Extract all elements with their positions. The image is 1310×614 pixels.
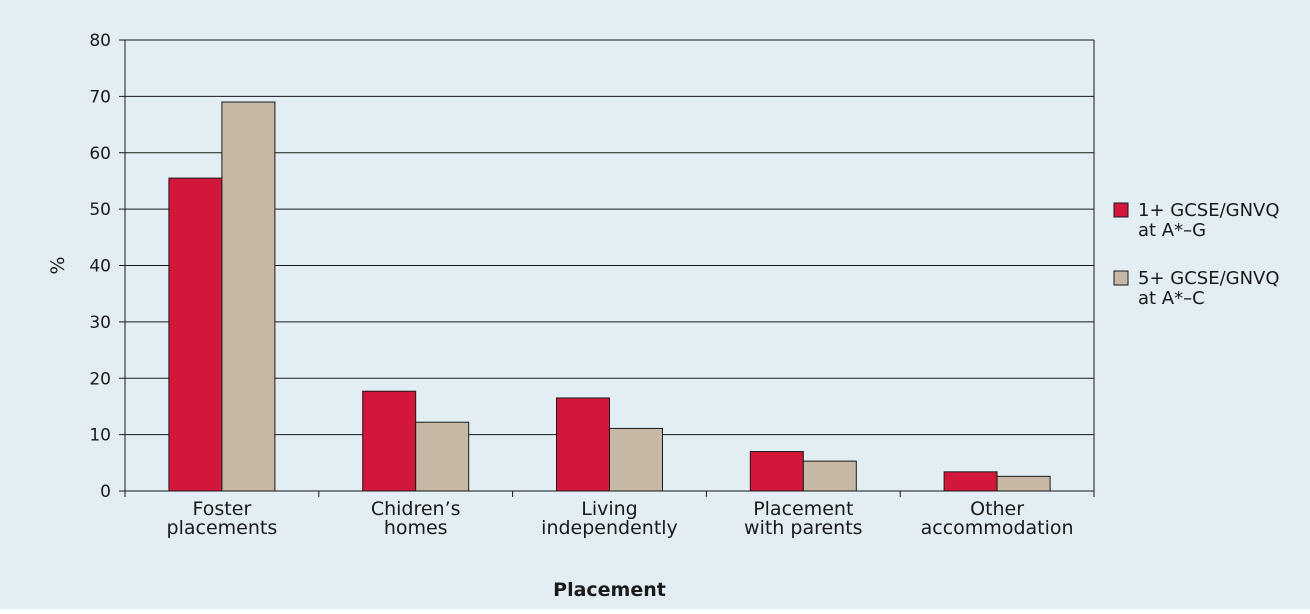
- y-tick-label: 70: [89, 87, 111, 107]
- y-tick-label: 10: [89, 426, 111, 446]
- bar-series-1-cat-2: [362, 390, 417, 492]
- bars: [168, 101, 1051, 492]
- x-category-label: Living independently: [541, 498, 678, 539]
- bar-series-2-cat-2: [415, 421, 470, 492]
- legend-label-2: 5+ GCSE/GNVQ at A*–C: [1138, 268, 1280, 309]
- x-category-label: Foster placements: [167, 498, 278, 539]
- bar-series-2-cat-5: [996, 475, 1051, 492]
- y-tick-label: 20: [89, 369, 111, 389]
- bar-series-2-cat-3: [609, 427, 663, 492]
- x-axis-title: Placement: [553, 579, 666, 601]
- bar-series-1-cat-3: [556, 397, 610, 492]
- bar-series-2-cat-1: [221, 101, 276, 492]
- y-tick-label: 80: [89, 31, 111, 51]
- legend-label-1: 1+ GCSE/GNVQ at A*–G: [1138, 200, 1280, 241]
- legend: 1+ GCSE/GNVQ at A*–G 5+ GCSE/GNVQ at A*–C: [1113, 200, 1280, 309]
- y-tick-label: 40: [89, 257, 111, 277]
- axes: [119, 39, 1095, 497]
- bar-series-1-cat-1: [168, 177, 223, 492]
- y-tick-label: 60: [89, 144, 111, 164]
- x-category-label: Placement with parents: [744, 498, 863, 539]
- y-tick-label: 0: [100, 482, 111, 502]
- x-category-labels: Foster placements Chidren’s homes Living inde…: [167, 498, 1074, 539]
- x-category-label: Other accommodation: [921, 498, 1074, 539]
- bar-series-2-cat-4: [802, 460, 857, 492]
- y-tick-labels: 0 10 20 30 40 50 60 70 80: [89, 31, 111, 502]
- legend-swatch-2: [1113, 270, 1129, 286]
- y-axis-title: %: [47, 256, 69, 274]
- gridlines: [125, 39, 1094, 436]
- y-tick-label: 30: [89, 313, 111, 333]
- y-tick-label: 50: [89, 200, 111, 220]
- x-category-label: Chidren’s homes: [371, 498, 461, 539]
- bar-series-1-cat-4: [749, 451, 804, 492]
- bar-series-1-cat-5: [943, 471, 998, 492]
- legend-swatch-1: [1113, 202, 1129, 218]
